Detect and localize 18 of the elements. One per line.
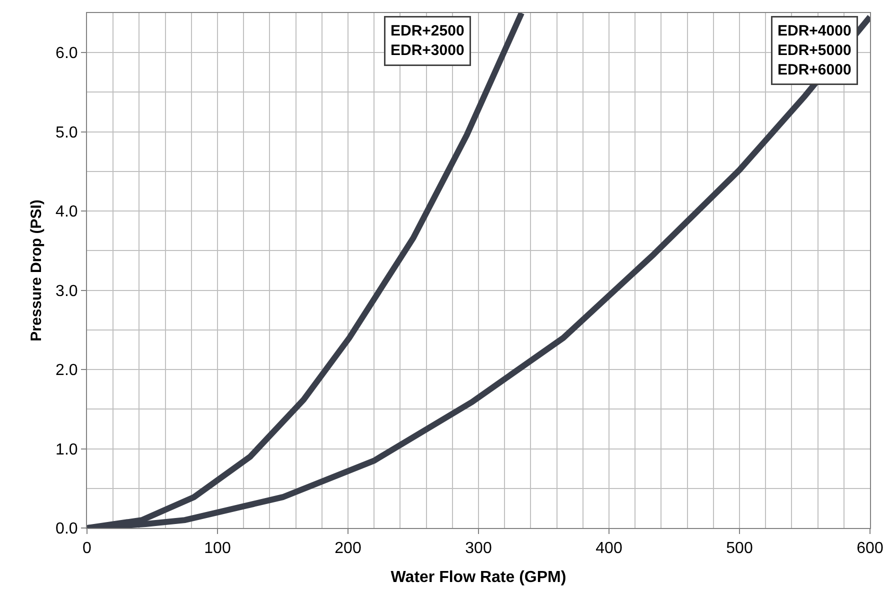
annotation: EDR+4000 EDR+5000 EDR+6000 (778, 22, 852, 78)
x-tick-label: 0 (82, 540, 92, 558)
y-tick-label: 6.0 (56, 45, 78, 62)
y-tick-label: 0.0 (56, 520, 78, 538)
y-tick-label: 5.0 (56, 124, 78, 142)
x-axis-title: Water Flow Rate (GPM) (390, 568, 566, 586)
x-tick-label: 400 (596, 540, 622, 558)
x-tick-label: 200 (334, 540, 362, 558)
y-tick-label: 4.0 (56, 204, 78, 221)
annotation: EDR+2500 EDR+3000 (390, 22, 464, 59)
y-tick-label: 2.0 (56, 362, 78, 380)
y-tick-label: 1.0 (56, 441, 78, 458)
x-tick-label: 100 (204, 540, 231, 558)
x-tick-label: 600 (856, 540, 884, 558)
y-tick-label: 3.0 (56, 282, 78, 300)
x-tick-label: 500 (726, 540, 753, 558)
y-axis-title: Pressure Drop (PSI) (28, 200, 45, 342)
x-tick-label: 300 (465, 540, 492, 558)
